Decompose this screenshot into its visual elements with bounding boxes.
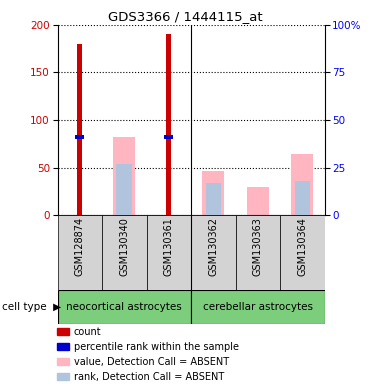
Text: rank, Detection Call = ABSENT: rank, Detection Call = ABSENT xyxy=(74,372,224,382)
Bar xyxy=(57,373,69,380)
Bar xyxy=(247,187,269,215)
Bar xyxy=(102,215,147,290)
Text: neocortical astrocytes: neocortical astrocytes xyxy=(66,302,182,312)
Text: GSM130363: GSM130363 xyxy=(253,217,263,276)
Bar xyxy=(164,135,173,139)
Bar xyxy=(191,290,325,324)
Text: percentile rank within the sample: percentile rank within the sample xyxy=(74,342,239,352)
Text: GSM130362: GSM130362 xyxy=(209,217,218,276)
Text: GDS3366 / 1444115_at: GDS3366 / 1444115_at xyxy=(108,10,263,23)
Bar xyxy=(166,33,171,215)
Bar xyxy=(58,290,191,324)
Bar xyxy=(295,181,310,215)
Bar xyxy=(57,328,69,336)
Bar xyxy=(202,171,224,215)
Bar xyxy=(58,215,102,290)
Text: GSM130364: GSM130364 xyxy=(298,217,307,276)
Text: count: count xyxy=(74,327,101,337)
Bar xyxy=(57,358,69,365)
Bar xyxy=(147,215,191,290)
Bar xyxy=(236,215,280,290)
Bar xyxy=(113,137,135,215)
Bar xyxy=(191,215,236,290)
Bar xyxy=(57,343,69,350)
Bar xyxy=(206,183,221,215)
Bar xyxy=(75,135,84,139)
Text: value, Detection Call = ABSENT: value, Detection Call = ABSENT xyxy=(74,357,229,367)
Text: GSM128874: GSM128874 xyxy=(75,217,85,276)
Bar xyxy=(77,44,82,215)
Bar xyxy=(280,215,325,290)
Bar xyxy=(116,164,132,215)
Text: GSM130340: GSM130340 xyxy=(119,217,129,276)
Bar xyxy=(291,154,313,215)
Text: GSM130361: GSM130361 xyxy=(164,217,174,276)
Text: cell type  ▶: cell type ▶ xyxy=(2,302,61,312)
Text: cerebellar astrocytes: cerebellar astrocytes xyxy=(203,302,313,312)
